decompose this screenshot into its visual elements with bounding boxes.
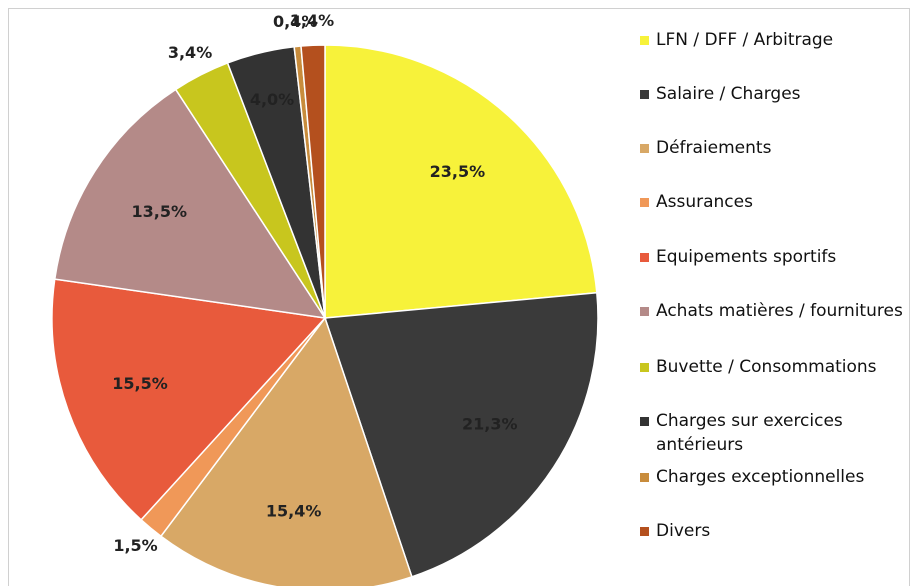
legend-item: Divers (640, 519, 908, 543)
legend-item: Salaire / Charges (640, 82, 908, 106)
pie-slice (159, 316, 413, 586)
pie-slice (53, 88, 327, 319)
data-label: 15,5% (112, 374, 168, 393)
legend-swatch (640, 527, 649, 536)
legend-label: Achats matières / fournitures (656, 301, 903, 321)
legend-label: Charges sur exercices antérieurs (656, 411, 843, 455)
data-label: 3,4% (168, 43, 212, 62)
pie-slice (324, 44, 598, 319)
legend-item: LFN / DFF / Arbitrage (640, 28, 908, 52)
pie-slice (323, 291, 599, 578)
data-label: 21,3% (462, 415, 518, 434)
legend-swatch (640, 198, 649, 207)
data-label: 15,4% (266, 502, 322, 521)
legend-swatch (640, 307, 649, 316)
legend-item: Charges sur exercices antérieurs (640, 409, 908, 457)
data-label: 4,0% (250, 90, 294, 109)
legend-label: Défraiements (656, 138, 772, 158)
data-label: 13,5% (132, 202, 188, 221)
legend-item: Charges exceptionnelles (640, 465, 908, 489)
legend-swatch (640, 144, 649, 153)
legend-swatch (640, 417, 649, 426)
legend-label: Salaire / Charges (656, 84, 801, 104)
legend-item: Equipements sportifs (640, 245, 908, 269)
legend-swatch (640, 473, 649, 482)
legend-swatch (640, 90, 649, 99)
legend-item: Assurances (640, 190, 908, 214)
legend-item: Achats matières / fournitures (640, 299, 908, 323)
data-label: 0,4% (273, 12, 317, 31)
pie-slice (51, 278, 327, 521)
legend-label: Charges exceptionnelles (656, 467, 865, 487)
legend-swatch (640, 253, 649, 262)
legend-swatch (640, 363, 649, 372)
data-label: 23,5% (430, 162, 486, 181)
data-label: 1,4% (290, 11, 334, 30)
legend-label: Equipements sportifs (656, 247, 837, 267)
data-label: 1,5% (113, 536, 157, 555)
legend-swatch (640, 36, 649, 45)
legend-label: LFN / DFF / Arbitrage (656, 30, 834, 50)
legend-label: Assurances (656, 192, 753, 212)
legend-label: Divers (656, 521, 711, 541)
chart-frame (8, 8, 910, 586)
pie-slice (300, 44, 326, 319)
legend-label: Buvette / Consommations (656, 357, 877, 377)
legend-item: Défraiements (640, 136, 908, 160)
legend-item: Buvette / Consommations (640, 355, 908, 379)
